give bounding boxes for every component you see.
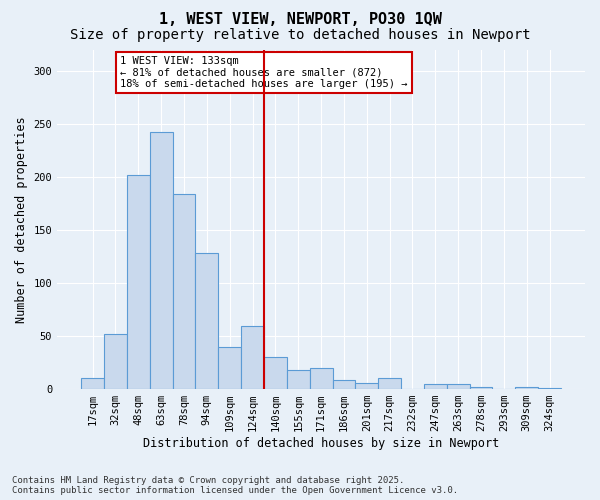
Bar <box>447 384 470 389</box>
Bar <box>355 382 378 389</box>
Bar <box>150 132 173 389</box>
Bar <box>538 388 561 389</box>
Text: 1 WEST VIEW: 133sqm
← 81% of detached houses are smaller (872)
18% of semi-detac: 1 WEST VIEW: 133sqm ← 81% of detached ho… <box>120 56 407 89</box>
Bar <box>264 358 287 389</box>
Bar <box>378 378 401 389</box>
Bar <box>332 380 355 389</box>
Text: Size of property relative to detached houses in Newport: Size of property relative to detached ho… <box>70 28 530 42</box>
Bar <box>218 346 241 389</box>
X-axis label: Distribution of detached houses by size in Newport: Distribution of detached houses by size … <box>143 437 499 450</box>
Text: Contains HM Land Registry data © Crown copyright and database right 2025.
Contai: Contains HM Land Registry data © Crown c… <box>12 476 458 495</box>
Bar <box>310 368 332 389</box>
Y-axis label: Number of detached properties: Number of detached properties <box>15 116 28 323</box>
Bar <box>127 175 150 389</box>
Bar <box>196 254 218 389</box>
Bar <box>81 378 104 389</box>
Bar <box>424 384 447 389</box>
Text: 1, WEST VIEW, NEWPORT, PO30 1QW: 1, WEST VIEW, NEWPORT, PO30 1QW <box>158 12 442 28</box>
Bar <box>173 194 196 389</box>
Bar <box>104 334 127 389</box>
Bar <box>515 387 538 389</box>
Bar <box>287 370 310 389</box>
Bar <box>470 387 493 389</box>
Bar <box>241 326 264 389</box>
